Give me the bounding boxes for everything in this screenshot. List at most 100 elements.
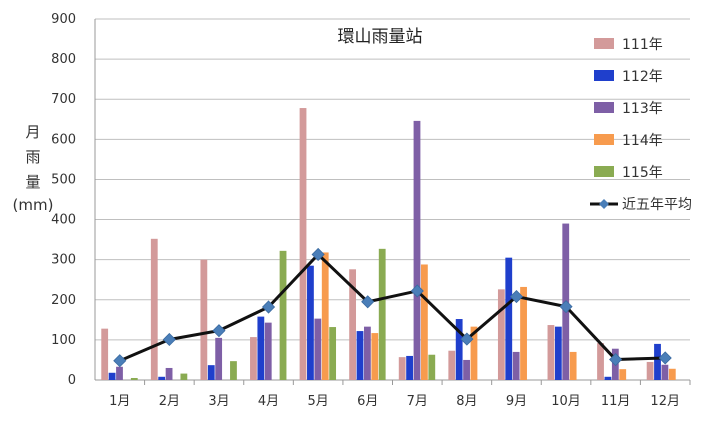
x-tick-label: 4月	[258, 394, 279, 409]
bar-5	[130, 377, 138, 380]
y-tick-label: 400	[51, 213, 76, 228]
legend-swatch	[594, 38, 614, 49]
legend-label: 113年	[622, 101, 663, 117]
bar-2	[654, 343, 661, 380]
legend-swatch	[594, 70, 614, 81]
bar-5	[378, 248, 386, 380]
bar-2	[158, 376, 166, 380]
bar-3	[215, 337, 223, 380]
x-tick-label: 10月	[551, 394, 581, 409]
bar-5	[279, 250, 287, 380]
bar-2	[604, 376, 612, 380]
average-point	[361, 295, 375, 309]
bar-2	[455, 319, 463, 380]
bar-4	[420, 264, 428, 380]
bar-1	[101, 328, 109, 380]
bar-2	[257, 316, 265, 380]
average-point	[559, 300, 573, 314]
bar-5	[428, 354, 436, 380]
average-point	[460, 332, 474, 346]
bar-2	[356, 331, 364, 380]
bar-1	[299, 108, 307, 381]
bar-1	[497, 289, 505, 380]
y-tick-label: 0	[68, 373, 76, 388]
bar-3	[512, 351, 520, 380]
bar-3	[165, 367, 173, 380]
x-axis-ticks: 1月 2月 3月 4月 5月 6月 7月 8月 9月 10月 11月 12月	[109, 380, 691, 409]
bar-3	[661, 364, 669, 380]
legend-label: 近五年平均	[622, 197, 692, 213]
y-label-part: 月	[25, 123, 40, 141]
legend-label: 115年	[622, 165, 663, 181]
average-point	[311, 247, 325, 262]
y-tick-label: 900	[51, 12, 76, 27]
y-tick-label: 500	[51, 172, 76, 187]
bar-2	[108, 372, 116, 380]
y-axis-label: 月雨量 (mm)	[13, 123, 54, 214]
bar-3	[314, 318, 322, 380]
legend-swatch	[594, 166, 614, 177]
legend-label: 114年	[622, 133, 663, 149]
x-tick-label: 2月	[159, 394, 180, 409]
legend-swatch	[594, 102, 614, 113]
legend-line-marker	[599, 199, 609, 209]
y-label-part: 雨	[25, 148, 40, 166]
y-tick-label: 300	[51, 253, 76, 268]
bar-2	[207, 365, 215, 380]
bar-1	[547, 325, 555, 380]
bar-1	[398, 357, 406, 380]
bar-4	[569, 351, 577, 380]
bar-2	[554, 326, 562, 380]
bar-2	[505, 257, 513, 380]
average-point	[162, 332, 176, 347]
bar-1	[448, 350, 456, 380]
bar-2	[406, 355, 413, 380]
x-tick-label: 1月	[109, 394, 130, 409]
y-label-part: 量	[25, 173, 40, 191]
x-tick-label: 12月	[650, 394, 680, 409]
bar-4	[668, 368, 676, 380]
bar-4	[321, 252, 329, 380]
x-tick-label: 9月	[506, 394, 527, 409]
x-tick-label: 8月	[456, 394, 477, 409]
x-tick-label: 11月	[601, 394, 631, 409]
bar-series	[101, 108, 676, 381]
bar-3	[463, 359, 470, 380]
average-point	[261, 300, 276, 314]
x-tick-label: 6月	[357, 394, 378, 409]
bar-2	[307, 265, 314, 380]
y-tick-label: 700	[51, 92, 76, 107]
y-label-part: (mm)	[13, 196, 54, 214]
bar-4	[619, 369, 627, 380]
bar-1	[200, 259, 208, 380]
chart-title: 環山雨量站	[338, 27, 423, 47]
average-point	[212, 324, 226, 338]
average-polyline	[119, 252, 666, 363]
average-point	[609, 352, 623, 367]
bar-1	[250, 337, 257, 380]
bar-3	[413, 120, 421, 380]
bar-5	[230, 361, 237, 380]
y-axis-ticks: 0 100 200 300 400 500 600 700 800 900	[51, 12, 76, 388]
x-tick-label: 3月	[208, 394, 229, 409]
bar-4	[371, 333, 379, 380]
y-tick-label: 100	[51, 333, 76, 348]
average-line	[113, 247, 672, 368]
x-tick-label: 5月	[307, 394, 328, 409]
bar-5	[329, 327, 337, 380]
legend-swatch	[594, 134, 614, 145]
average-point	[509, 290, 524, 304]
legend-label: 112年	[622, 69, 663, 85]
bar-3	[264, 322, 272, 380]
bar-1	[349, 269, 357, 380]
bar-3	[116, 366, 123, 380]
bar-1	[597, 343, 604, 380]
average-point	[658, 351, 672, 365]
bar-5	[180, 373, 188, 380]
average-point	[113, 354, 127, 368]
bar-3	[364, 326, 371, 380]
bar-1	[646, 361, 654, 380]
bar-4	[470, 326, 478, 380]
